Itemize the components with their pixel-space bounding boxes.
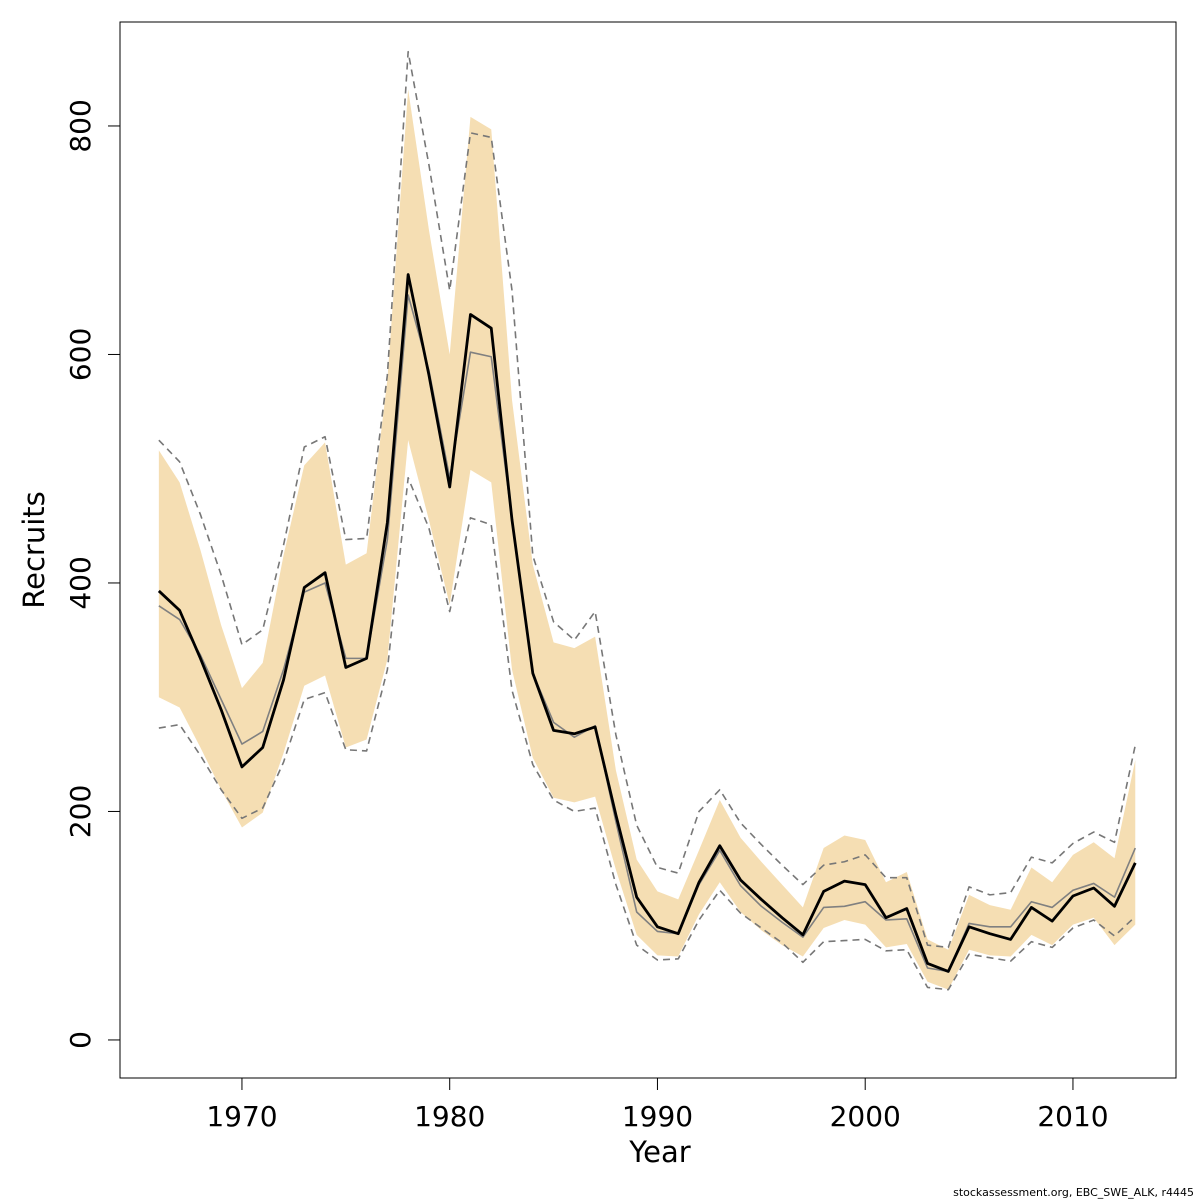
x-axis-label: Year [628, 1135, 690, 1169]
credit: stockassessment.org, EBC_SWE_ALK, r4445 [953, 1186, 1194, 1199]
series-line [158, 294, 1137, 973]
x-tick-label: 2010 [1037, 1100, 1108, 1133]
x-tick-label: 1970 [206, 1100, 277, 1133]
y-tick-label: 600 [64, 328, 97, 381]
x-tick-label: 1980 [414, 1100, 485, 1133]
y-tick-label: 0 [64, 1031, 97, 1049]
y-tick-label: 200 [64, 785, 97, 838]
x-tick-label: 2000 [830, 1100, 901, 1133]
y-tick-label: 800 [64, 99, 97, 152]
y-axis-label: Recruits [17, 491, 51, 608]
series-line [158, 477, 1136, 991]
y-tick-label: 400 [64, 556, 97, 609]
x-tick-label: 1990 [622, 1100, 693, 1133]
series-line [157, 273, 1137, 973]
confidence-band [158, 89, 1136, 990]
plot-frame [119, 21, 1177, 1079]
